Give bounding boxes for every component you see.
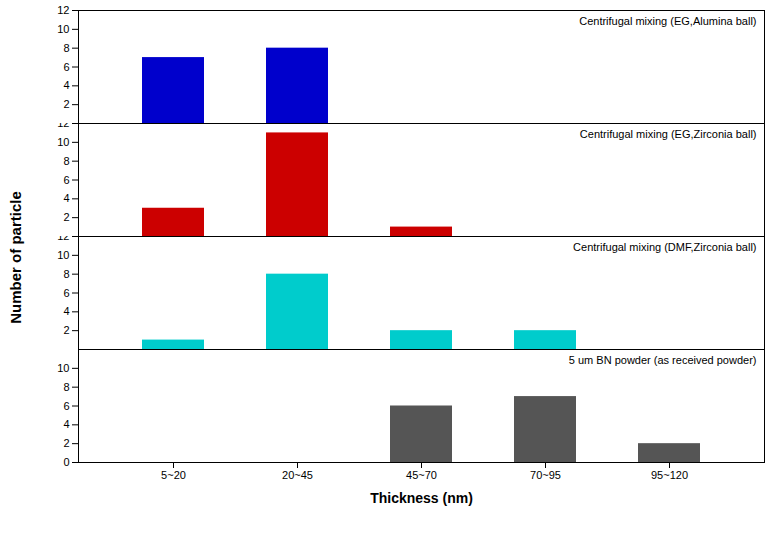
svg-text:2: 2 <box>63 98 69 110</box>
html-text:Number of particle: Number of particle <box>6 190 24 324</box>
svg-text:8: 8 <box>63 268 69 280</box>
svg-text:12: 12 <box>57 4 69 16</box>
svg-text:5~20: 5~20 <box>161 469 186 481</box>
svg-text:6: 6 <box>63 174 69 186</box>
svg-text:2: 2 <box>63 437 69 449</box>
svg-text:Centrifugal mixing (EG,Alumina: Centrifugal mixing (EG,Alumina ball) <box>579 15 756 27</box>
svg-text:4: 4 <box>63 418 69 430</box>
svg-text:2: 2 <box>63 324 69 336</box>
svg-text:95~120: 95~120 <box>651 469 688 481</box>
svg-text:8: 8 <box>63 381 69 393</box>
svg-text:12: 12 <box>57 236 69 242</box>
svg-text:Centrifugal mixing (DMF,Zircon: Centrifugal mixing (DMF,Zirconia ball) <box>573 241 756 253</box>
svg-text:6: 6 <box>63 400 69 412</box>
svg-text:10: 10 <box>57 136 69 148</box>
svg-text:6: 6 <box>63 287 69 299</box>
svg-text:12: 12 <box>57 123 69 129</box>
svg-text:70~95: 70~95 <box>530 469 561 481</box>
svg-text:20~45: 20~45 <box>282 469 313 481</box>
svg-text:8: 8 <box>63 42 69 54</box>
svg-text:Centrifugal mixing (EG,Zirconi: Centrifugal mixing (EG,Zirconia ball) <box>580 128 757 140</box>
svg-text:8: 8 <box>63 155 69 167</box>
svg-text:4: 4 <box>63 192 69 204</box>
svg-text:4: 4 <box>63 79 69 91</box>
svg-text:4: 4 <box>63 305 69 317</box>
svg-text:10: 10 <box>57 249 69 261</box>
svg-text:2: 2 <box>63 211 69 223</box>
svg-text:6: 6 <box>63 61 69 73</box>
svg-text:45~70: 45~70 <box>406 469 437 481</box>
svg-text:0: 0 <box>63 456 69 468</box>
svg-text:Thickness (nm): Thickness (nm) <box>370 490 473 506</box>
svg-text:5 um BN powder (as received po: 5 um BN powder (as received powder) <box>569 354 757 366</box>
svg-text:10: 10 <box>57 23 69 35</box>
svg-text:10: 10 <box>57 362 69 374</box>
